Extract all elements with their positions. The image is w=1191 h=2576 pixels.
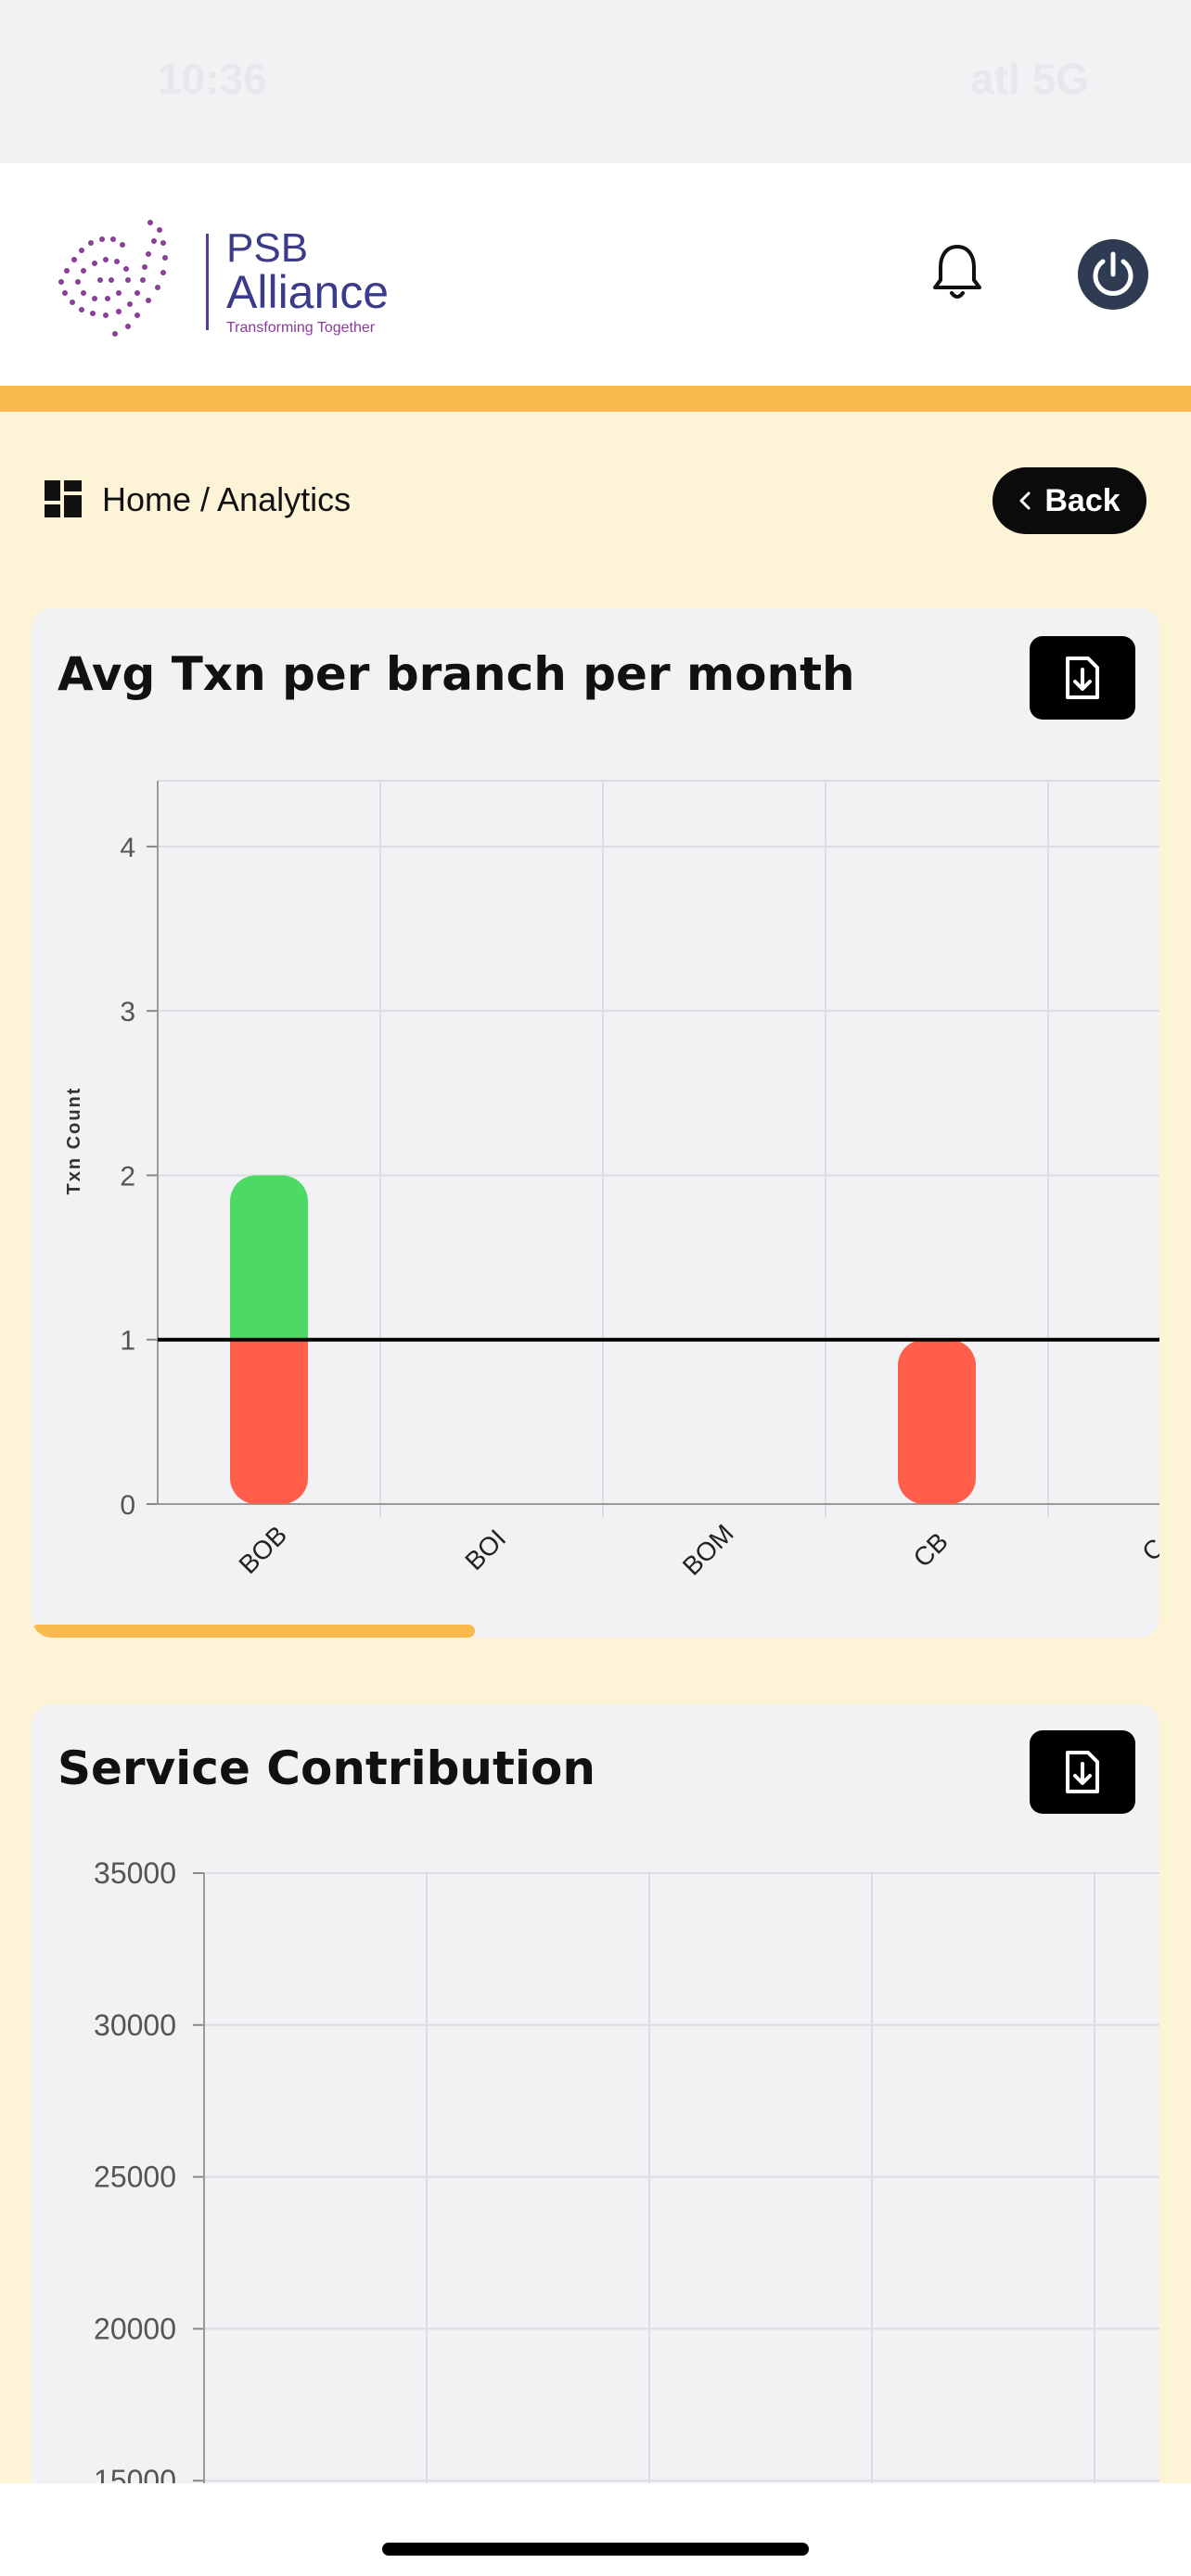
y-tick-label: 3 — [120, 997, 135, 1027]
y-tick-label: 25000 — [94, 2161, 176, 2194]
power-icon[interactable] — [1078, 239, 1148, 310]
accent-bar — [0, 386, 1191, 412]
chevron-left-icon — [1019, 491, 1031, 510]
back-button[interactable]: Back — [992, 467, 1146, 534]
y-tick-label: 4 — [120, 833, 135, 863]
bar-group — [898, 1339, 976, 1504]
status-bar: 10:36 atl 5G — [0, 0, 1191, 163]
bell-icon[interactable] — [928, 239, 987, 304]
bar-group — [230, 1175, 308, 1504]
logo-text: PSB Alliance Transforming Together — [226, 228, 389, 336]
download-icon — [1066, 657, 1099, 699]
y-tick-label: 0 — [120, 1490, 135, 1521]
logo-divider — [206, 234, 209, 330]
bottom-bar — [0, 2483, 1191, 2576]
scrollbar-thumb[interactable] — [32, 1625, 475, 1638]
logo-tagline: Transforming Together — [226, 320, 376, 336]
y-axis-label: Txn Count — [64, 1087, 84, 1195]
app-header: PSB Alliance Transforming Together — [0, 163, 1191, 386]
logo-line1: PSB — [226, 225, 309, 271]
chart-card-service-contribution: Service Contribution 1000015000200002500… — [32, 1704, 1159, 2483]
chart-title: Avg Txn per branch per month — [58, 647, 855, 701]
x-tick-label: CB — [908, 1527, 954, 1573]
psb-logo-icon — [58, 220, 168, 337]
y-tick-label: 20000 — [94, 2312, 176, 2345]
y-tick-label: 30000 — [94, 2009, 176, 2042]
x-tick-label: BOM — [677, 1519, 739, 1581]
download-button[interactable] — [1030, 1730, 1135, 1814]
y-tick-label: 1 — [120, 1326, 135, 1357]
download-button[interactable] — [1030, 636, 1135, 720]
chart-card-avg-txn: Avg Txn per branch per month 0 1 2 3 4 Txn Co… — [32, 608, 1159, 1638]
home-indicator[interactable] — [382, 2543, 809, 2556]
bar — [230, 1339, 308, 1504]
y-tick-label: 35000 — [94, 1856, 176, 1890]
avg-txn-chart: 0 1 2 3 4 Txn Count BOB BOI BOM CB C — [64, 780, 1159, 1581]
x-tick-label: BOB — [233, 1520, 292, 1579]
breadcrumb: Home / Analytics — [102, 480, 352, 518]
bar — [230, 1175, 308, 1340]
chart-title: Service Contribution — [58, 1741, 596, 1795]
back-button-label: Back — [1044, 482, 1121, 518]
status-time: 10:36 — [158, 55, 267, 103]
download-icon — [1066, 1751, 1099, 1793]
bar — [898, 1339, 976, 1504]
y-tick-label: 2 — [120, 1161, 135, 1192]
logo-line2: Alliance — [226, 266, 390, 318]
status-signal: atl 5G — [970, 55, 1089, 103]
y-tick-label: 15000 — [94, 2464, 176, 2483]
horizontal-scrollbar[interactable] — [32, 1625, 1159, 1638]
dashboard-icon — [45, 480, 82, 517]
x-tick-label: BOI — [459, 1524, 511, 1575]
service-contribution-chart: 100001500020000250003000035000 — [94, 1856, 1159, 2483]
x-tick-label: C — [1136, 1533, 1159, 1566]
